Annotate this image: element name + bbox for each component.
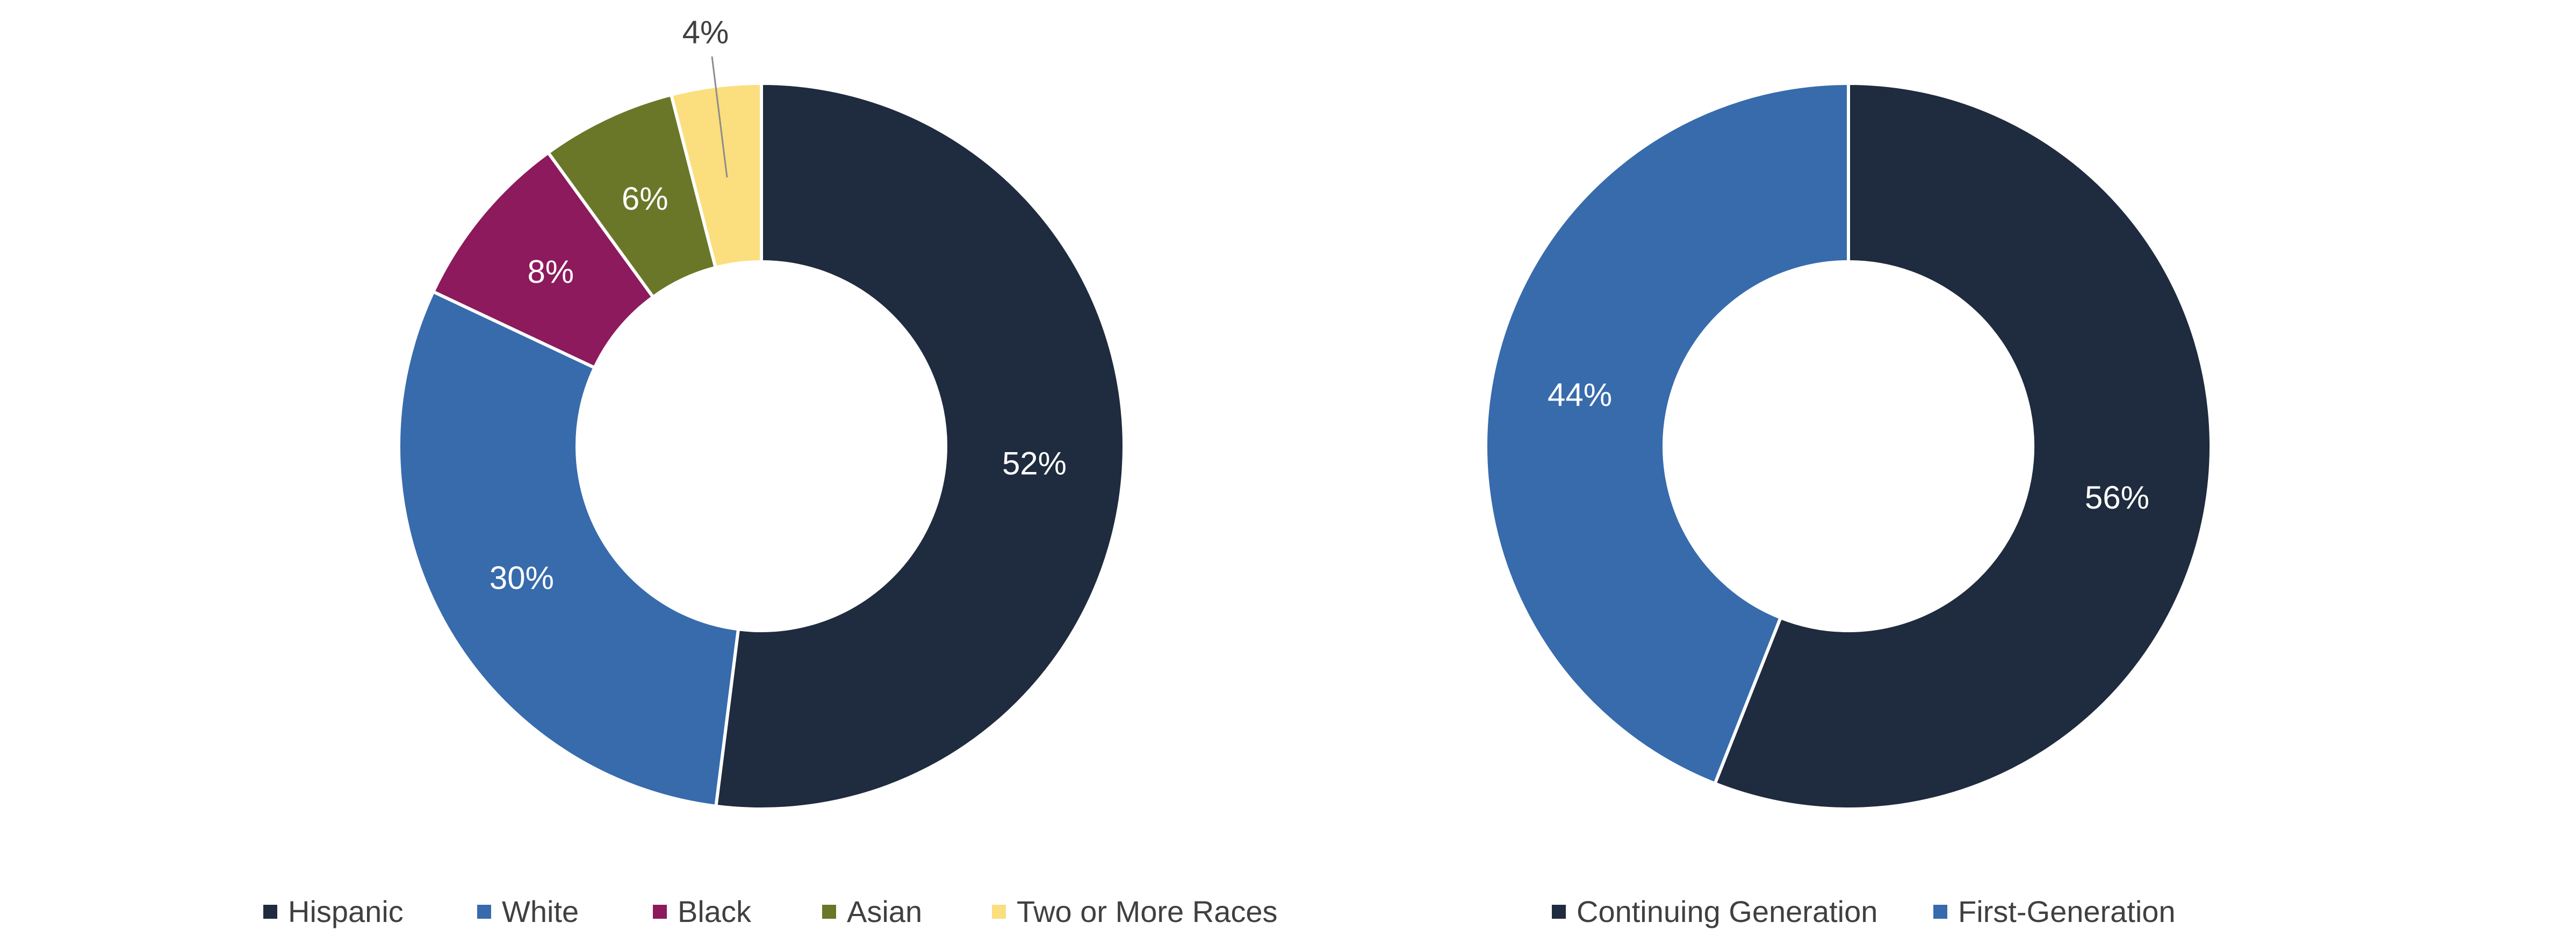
ethnicity-legend: Hispanic White Black Asian Two or More Races bbox=[263, 895, 1278, 928]
ethnicity-donut-chart: 52% 30% 8% 6% 4% bbox=[397, 15, 1126, 811]
legend-swatch-first-generation bbox=[1933, 905, 1947, 919]
slice-continuing-generation bbox=[1712, 81, 2213, 811]
slice-white bbox=[397, 289, 740, 809]
leader-line-two-or-more-races bbox=[711, 56, 728, 178]
legend-swatch-continuing-generation bbox=[1552, 905, 1566, 919]
legend-label-white: White bbox=[502, 895, 579, 928]
slice-first-generation bbox=[1484, 81, 1850, 786]
slice-two-or-more-races bbox=[669, 81, 763, 270]
legend-item-first-generation: First-Generation bbox=[1933, 895, 2176, 928]
legend-swatch-black bbox=[653, 905, 667, 919]
slice-hispanic bbox=[714, 81, 1126, 811]
generation-donut-chart: 56% 44% bbox=[1484, 81, 2213, 811]
legend-swatch-two-or-more-races bbox=[992, 905, 1006, 919]
legend-swatch-asian bbox=[822, 905, 836, 919]
data-label-first-generation: 44% bbox=[1548, 377, 1612, 413]
legend-label-hispanic: Hispanic bbox=[288, 895, 404, 928]
legend-item-two-or-more-races: Two or More Races bbox=[992, 895, 1278, 928]
data-label-hispanic: 52% bbox=[1002, 445, 1067, 481]
legend-item-continuing-generation: Continuing Generation bbox=[1552, 895, 1877, 928]
legend-item-hispanic: Hispanic bbox=[263, 895, 404, 928]
legend-item-white: White bbox=[477, 895, 579, 928]
legend-label-black: Black bbox=[678, 895, 752, 928]
data-label-continuing-generation: 56% bbox=[2085, 480, 2149, 516]
legend-swatch-hispanic bbox=[263, 905, 277, 919]
legend-item-black: Black bbox=[653, 895, 752, 928]
data-label-black: 8% bbox=[527, 254, 574, 290]
legend-label-two-or-more-races: Two or More Races bbox=[1017, 895, 1278, 928]
data-label-two-or-more-races: 4% bbox=[682, 15, 729, 51]
data-label-white: 30% bbox=[490, 560, 554, 596]
data-label-asian: 6% bbox=[622, 181, 668, 217]
legend-item-asian: Asian bbox=[822, 895, 922, 928]
legend-label-continuing-generation: Continuing Generation bbox=[1577, 895, 1877, 928]
legend-label-asian: Asian bbox=[847, 895, 922, 928]
legend-swatch-white bbox=[477, 905, 491, 919]
legend-label-first-generation: First-Generation bbox=[1958, 895, 2176, 928]
generation-legend: Continuing Generation First-Generation bbox=[1552, 895, 2176, 928]
